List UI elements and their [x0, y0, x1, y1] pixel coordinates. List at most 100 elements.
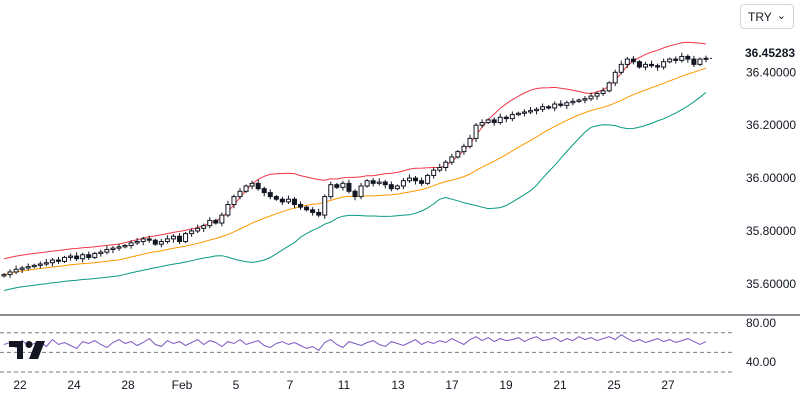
time-tick-label: 22 [13, 378, 27, 392]
currency-select[interactable]: TRY ⌄ [740, 4, 794, 29]
candle-body [497, 116, 503, 124]
candle-body [80, 254, 86, 260]
candles [1, 52, 709, 278]
candle-body [316, 211, 322, 216]
candle-body [661, 61, 667, 68]
time-tick-label: 21 [553, 378, 567, 392]
candle-body [667, 58, 673, 63]
candle-body [521, 111, 527, 114]
candle-body [600, 90, 606, 94]
time-tick-label: 24 [67, 378, 81, 392]
candle-body [443, 161, 449, 168]
candle-body [237, 190, 243, 198]
last-price-label: 36.45283 [738, 45, 800, 62]
candle-body [104, 248, 110, 253]
candle-body [588, 95, 594, 100]
candle-body [164, 238, 170, 243]
candle-body [1, 274, 7, 277]
candle-body [213, 219, 219, 224]
bollinger-lower-band [3, 92, 707, 291]
candle-body [437, 167, 443, 171]
candle-body [116, 246, 122, 249]
candle-body [255, 182, 261, 190]
candle-body [642, 63, 648, 68]
candle-body [473, 124, 479, 139]
candle-body [225, 204, 231, 216]
price-tick-label: 36.20000 [746, 118, 796, 132]
rsi-tick-label: 80.00 [746, 316, 776, 330]
time-tick-label: 5 [233, 378, 240, 392]
candle-body [388, 184, 394, 190]
candle-body [382, 181, 388, 186]
candle-body [177, 235, 182, 243]
time-tick-label: Feb [172, 378, 193, 392]
chevron-down-icon: ⌄ [776, 10, 786, 22]
candle-body [673, 58, 679, 61]
bollinger-basis-line [3, 67, 707, 276]
time-tick-label: 17 [445, 378, 459, 392]
candle-body [509, 114, 515, 120]
candle-body [413, 177, 419, 182]
candle-body [419, 180, 425, 184]
candle-body [55, 259, 61, 262]
candle-body [485, 119, 491, 124]
candle-body [195, 227, 201, 232]
candle-body [152, 239, 158, 245]
candle-body [636, 61, 642, 68]
candle-body [376, 181, 382, 184]
candle-body [219, 214, 225, 224]
candle-body [624, 58, 630, 65]
candle-body [13, 268, 19, 273]
candle-body [92, 252, 98, 258]
candle-body [322, 196, 328, 216]
candle-body [370, 180, 376, 184]
candle-body [122, 245, 128, 248]
candle-body [679, 55, 685, 61]
candle-body [461, 145, 467, 153]
candle-body [515, 112, 521, 116]
candle-body [467, 137, 473, 147]
candle-body [570, 100, 576, 104]
candle-body [140, 238, 146, 243]
tradingview-logo[interactable] [9, 341, 45, 359]
candle-body [74, 255, 80, 260]
time-tick-label: 13 [391, 378, 405, 392]
candle-body [558, 103, 564, 106]
candle-body [279, 198, 285, 203]
candle-body [158, 241, 164, 245]
time-tick-label: 27 [661, 378, 675, 392]
candle-body [128, 242, 134, 247]
candle-body [697, 58, 703, 65]
candle-body [37, 263, 43, 266]
candle-body [201, 225, 207, 229]
candle-body [249, 182, 255, 187]
candle-body [552, 103, 558, 109]
candle-body [400, 180, 406, 187]
candle-body [19, 267, 25, 270]
candle-body [25, 266, 31, 269]
candle-body [358, 185, 364, 198]
candle-body [304, 206, 310, 211]
candle-body [534, 108, 540, 112]
candle-body [546, 106, 552, 109]
candle-body [231, 196, 237, 206]
candle-body [207, 219, 213, 227]
candle-body [146, 238, 152, 241]
candle-body [86, 254, 92, 258]
candle-body [582, 98, 588, 101]
price-tick-label: 36.00000 [746, 171, 796, 185]
candle-body [630, 58, 636, 63]
candle-body [291, 198, 297, 206]
candle-body [406, 177, 412, 182]
price-tick-label: 36.40000 [746, 65, 796, 79]
price-axis: 35.60000 35.80000 36.00000 36.20000 36.40000 [746, 65, 796, 291]
bollinger-upper-band [3, 41, 707, 260]
candle-body [298, 204, 304, 208]
price-tick-label: 35.60000 [746, 277, 796, 291]
candle-body [455, 151, 461, 158]
time-axis: 22 24 28 Feb 5 7 11 13 17 19 21 25 27 [13, 378, 675, 392]
time-tick-label: 19 [499, 378, 513, 392]
candle-body [394, 185, 400, 190]
candle-body [183, 233, 189, 243]
